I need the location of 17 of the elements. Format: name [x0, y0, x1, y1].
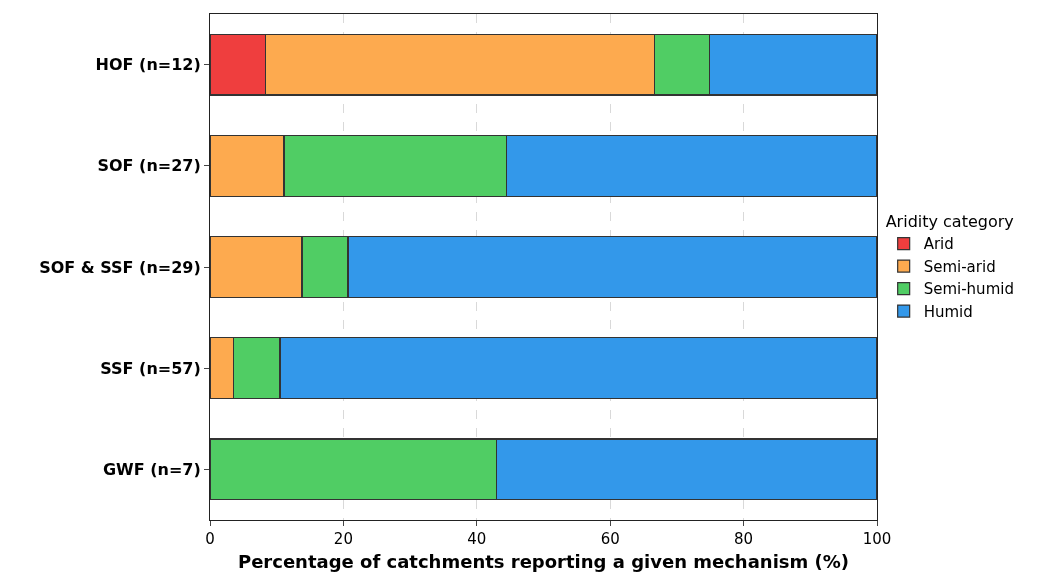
legend-label: Semi-arid [923, 257, 996, 276]
legend-label: Humid [923, 302, 973, 321]
y-tick-label: SSF (n=57) [100, 358, 201, 378]
legend-label: Arid [923, 235, 954, 254]
x-tick-label: 80 [734, 530, 754, 548]
x-axis-title: Percentage of catchments reporting a given mechanism (%) [237, 551, 850, 573]
legend-title: Aridity category [885, 212, 1014, 232]
y-tick-label: SOF (n=27) [97, 156, 201, 176]
y-tick-label: HOF (n=12) [95, 55, 201, 75]
legend-label: Semi-humid [923, 280, 1014, 299]
x-tick-label: 20 [333, 530, 353, 548]
y-tick-label: GWF (n=7) [102, 460, 201, 479]
x-tick-label: 60 [600, 530, 620, 548]
y-tick-label: SOF & SSF (n=29) [39, 257, 201, 277]
x-tick-label: 40 [467, 530, 487, 548]
x-tick-label: 0 [205, 530, 215, 548]
x-tick-label: 100 [862, 530, 892, 548]
